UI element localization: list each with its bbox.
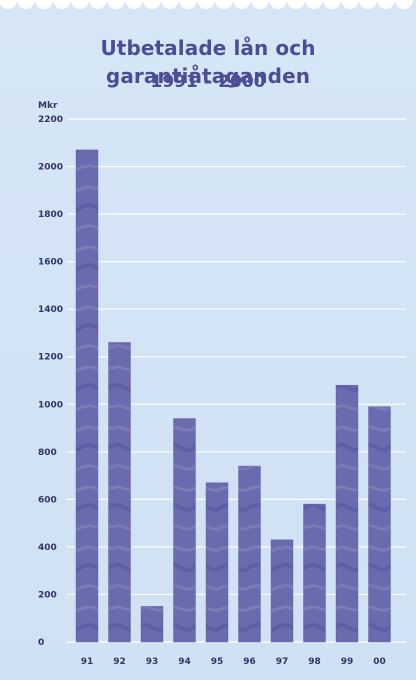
bar xyxy=(76,149,98,642)
y-tick-label: 400 xyxy=(38,543,57,553)
chart-title: Utbetalade lån och garantiåtaganden xyxy=(100,36,316,88)
bar xyxy=(206,482,228,642)
y-tick-label: 2200 xyxy=(38,115,63,125)
scallop-edge xyxy=(0,0,17,9)
y-axis-unit-label: Mkr xyxy=(38,101,58,111)
scallop-edge xyxy=(251,0,269,9)
bar-outline xyxy=(140,606,164,643)
bar-outline xyxy=(303,503,326,643)
x-tick-label: 95 xyxy=(211,657,224,667)
chart-subtitle: 1991 – 2000 xyxy=(150,72,266,92)
bar xyxy=(303,504,326,642)
y-tick-label: 200 xyxy=(38,590,57,600)
scallop-edge xyxy=(269,0,287,9)
scallop-edge xyxy=(215,0,233,9)
bar-outline xyxy=(173,418,196,643)
scallop-edge xyxy=(287,0,305,9)
scallop-edge xyxy=(233,0,251,9)
scallop-edge xyxy=(143,0,161,9)
y-tick-label: 1400 xyxy=(38,305,63,315)
scallop-edge xyxy=(107,0,125,9)
bar xyxy=(238,466,261,642)
scallop-edge xyxy=(377,0,395,9)
scallop-edge xyxy=(89,0,107,9)
bar xyxy=(173,418,196,642)
scallop-edge xyxy=(341,0,359,9)
bar xyxy=(271,539,293,642)
scallop-edge xyxy=(305,0,323,9)
x-tick-label: 93 xyxy=(146,657,159,667)
scallop-edge xyxy=(35,0,53,9)
bar-outline xyxy=(368,406,391,643)
scallop-edge xyxy=(359,0,377,9)
scallop-edge xyxy=(395,0,413,9)
scallop-edge xyxy=(125,0,143,9)
x-tick-label: 91 xyxy=(81,657,94,667)
bar-outline xyxy=(108,342,131,643)
bar-outline xyxy=(205,482,229,643)
bar-outline xyxy=(270,539,294,643)
x-tick-label: 96 xyxy=(243,657,256,667)
scallop-edge xyxy=(53,0,71,9)
y-tick-label: 1800 xyxy=(38,210,63,220)
y-tick-label: 1200 xyxy=(38,353,63,363)
x-tick-label: 00 xyxy=(373,657,386,667)
bar xyxy=(368,406,391,642)
x-tick-label: 94 xyxy=(178,657,191,667)
scallop-edge xyxy=(323,0,341,9)
bar-outline xyxy=(75,149,99,643)
bar-outline xyxy=(335,384,359,643)
y-tick-label: 600 xyxy=(38,495,57,505)
bar xyxy=(336,385,358,642)
scallop-edge xyxy=(179,0,197,9)
scallop-edge xyxy=(71,0,89,9)
scallop-edge xyxy=(161,0,179,9)
y-tick-label: 1600 xyxy=(38,258,63,268)
scallop-edge xyxy=(197,0,215,9)
bar xyxy=(141,606,163,642)
y-tick-label: 2000 xyxy=(38,163,63,173)
y-tick-label: 800 xyxy=(38,448,57,458)
x-tick-label: 92 xyxy=(113,657,126,667)
x-tick-label: 98 xyxy=(308,657,321,667)
y-tick-label: 0 xyxy=(38,638,44,648)
x-tick-label: 99 xyxy=(341,657,354,667)
bar xyxy=(108,342,131,642)
x-tick-label: 97 xyxy=(276,657,289,667)
y-tick-label: 1000 xyxy=(38,400,63,410)
scallop-edge xyxy=(17,0,35,9)
bar-outline xyxy=(238,465,261,643)
